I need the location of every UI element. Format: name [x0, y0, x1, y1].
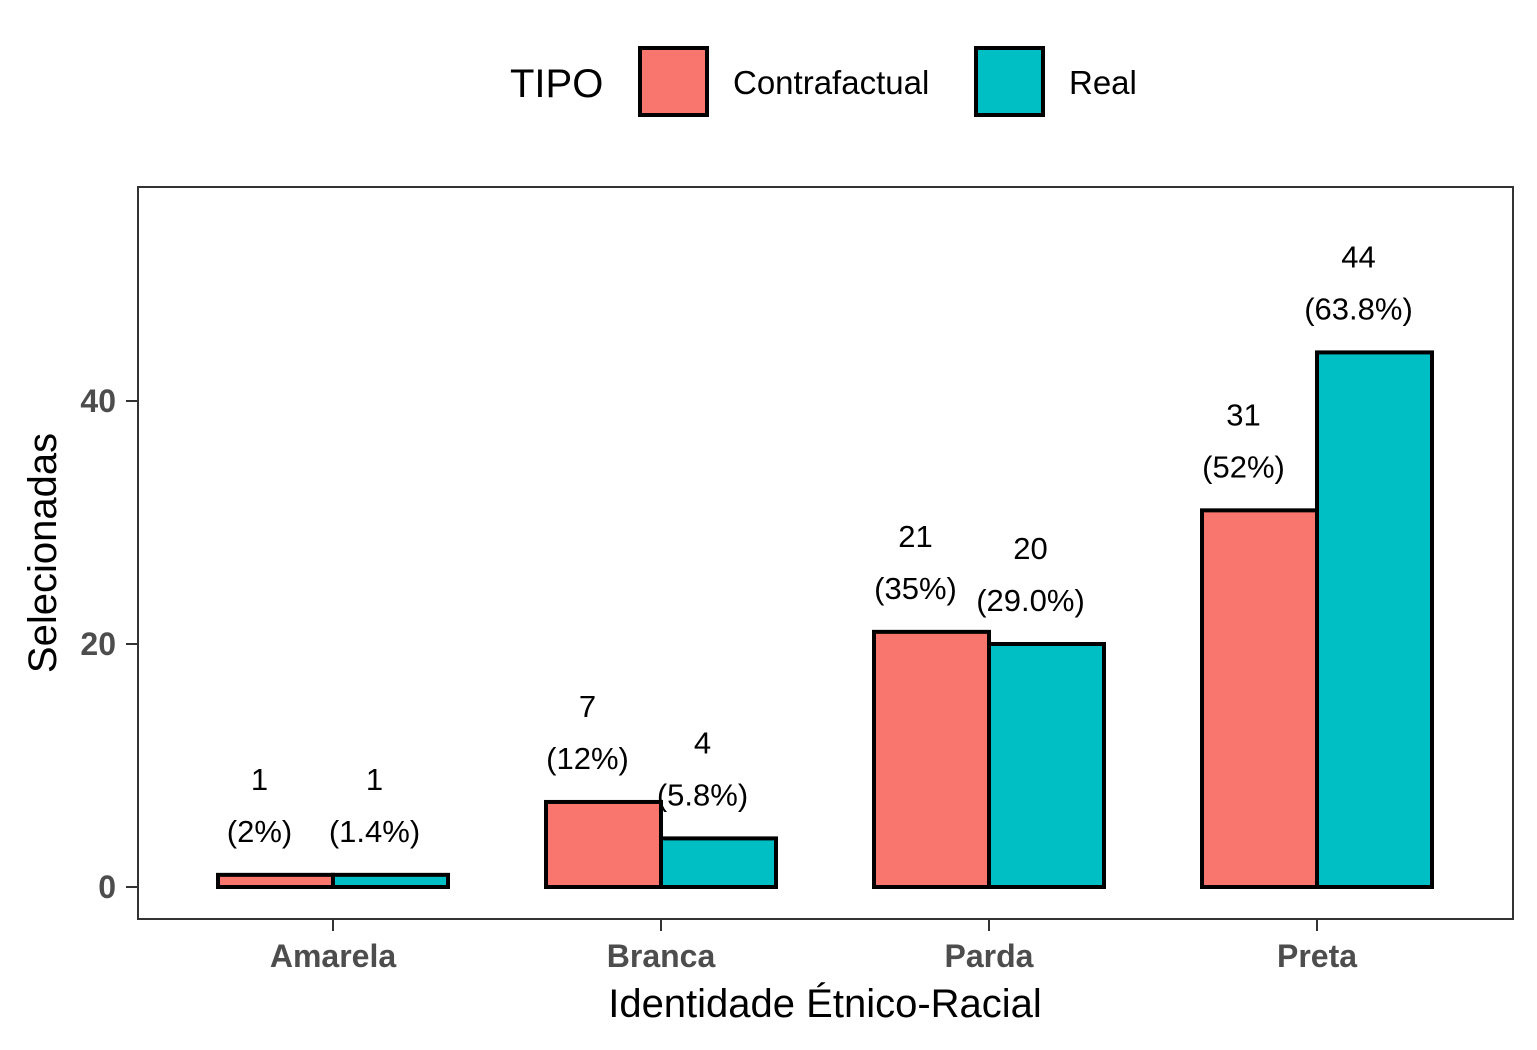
bar-real-amarela [331, 872, 450, 889]
legend-title: TIPO [510, 62, 603, 106]
y-tick-label: 40 [80, 383, 116, 419]
value-label-contrafactual-preta: 31 [1226, 397, 1260, 432]
y-tick-label: 0 [98, 869, 116, 905]
value-label-contrafactual-branca: 7 [579, 689, 596, 724]
legend-key-contrafactual [638, 46, 709, 117]
percent-label-real-branca: (5.8%) [657, 777, 748, 812]
legend-key-real [974, 46, 1045, 117]
bar-contrafactual-branca [544, 799, 663, 890]
bars-group [216, 350, 1434, 890]
value-label-contrafactual-amarela: 1 [251, 762, 268, 797]
x-tick-label-branca: Branca [607, 938, 716, 974]
bar-real-preta [1315, 350, 1434, 889]
value-label-real-preta: 44 [1341, 239, 1375, 274]
x-tick-label-amarela: Amarela [270, 938, 397, 974]
y-tick-label: 20 [80, 626, 116, 662]
bar-contrafactual-amarela [216, 872, 335, 889]
bar-real-branca [659, 836, 778, 890]
value-label-real-parda: 20 [1013, 531, 1047, 566]
plot-panel [137, 186, 1514, 920]
bar-real-parda [987, 642, 1106, 889]
legend: TIPO Contrafactual Real [510, 46, 1137, 117]
data-labels-group: 1 (2%) 1 (1.4%) 7 (12%) 4 (5.8%) 21 (35%) 20 (29.0%… [227, 239, 1413, 848]
x-axis: Amarela Branca Parda Preta [270, 919, 1357, 974]
value-label-real-amarela: 1 [366, 762, 383, 797]
percent-label-real-parda: (29.0%) [976, 583, 1085, 618]
percent-label-real-amarela: (1.4%) [329, 814, 420, 849]
bar-contrafactual-preta [1200, 508, 1319, 889]
percent-label-real-preta: (63.8%) [1304, 291, 1413, 326]
percent-label-contrafactual-amarela: (2%) [227, 814, 292, 849]
value-label-contrafactual-parda: 21 [898, 519, 932, 554]
x-axis-title: Identidade Étnico-Racial [608, 981, 1042, 1026]
legend-label-real: Real [1069, 64, 1137, 101]
x-tick-label-preta: Preta [1277, 938, 1357, 974]
bar-contrafactual-parda [872, 629, 991, 889]
y-axis-title: Selecionadas [21, 433, 65, 673]
value-label-real-branca: 4 [694, 725, 711, 760]
percent-label-contrafactual-parda: (35%) [874, 571, 957, 606]
percent-label-contrafactual-preta: (52%) [1202, 449, 1285, 484]
legend-label-contrafactual: Contrafactual [733, 64, 929, 101]
x-tick-label-parda: Parda [945, 938, 1034, 974]
y-axis: 0 20 40 [80, 383, 138, 905]
percent-label-contrafactual-branca: (12%) [546, 741, 629, 776]
